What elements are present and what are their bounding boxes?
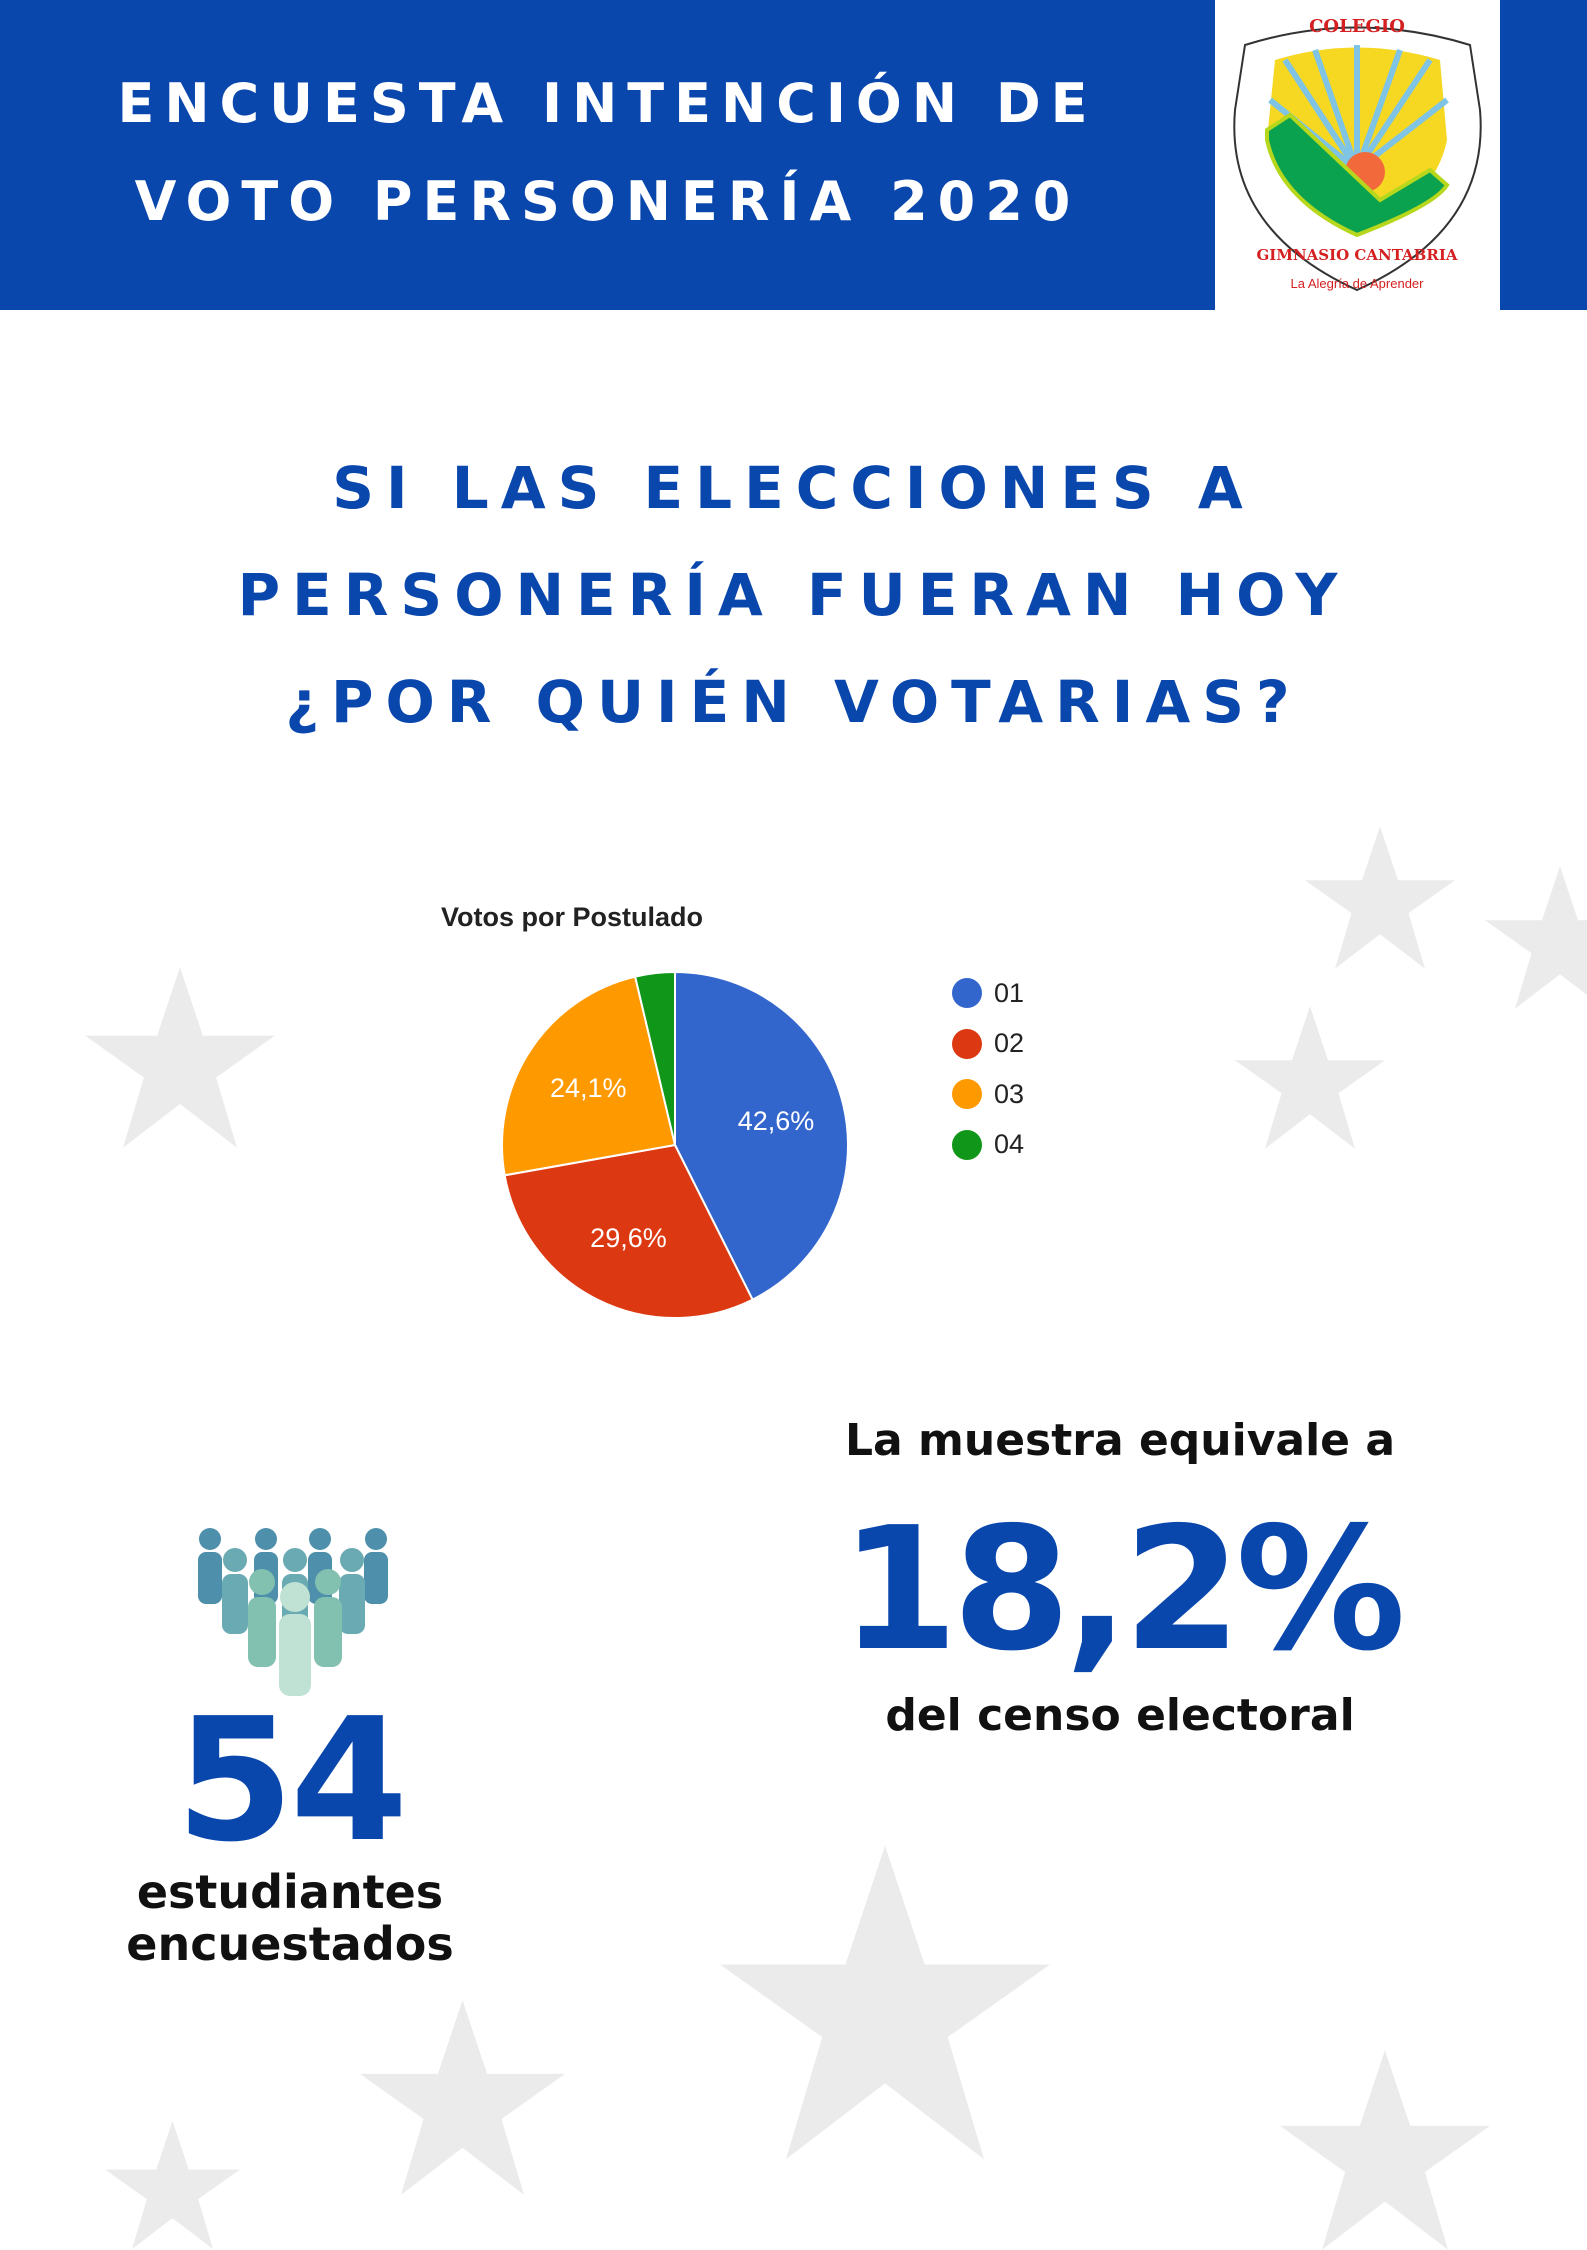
pie-data-label: 42,6% [738, 1106, 815, 1136]
question-line-1: SI LAS ELECCIONES A [332, 454, 1255, 522]
survey-question: SI LAS ELECCIONES A PERSONERÍA FUERAN HO… [0, 435, 1587, 756]
students-label-line-2: encuestados [126, 1917, 454, 1971]
legend-swatch [952, 978, 982, 1009]
legend-swatch [952, 1079, 982, 1110]
star-decoration [720, 1845, 1050, 2160]
legend-swatch [952, 1028, 982, 1059]
question-line-2: PERSONERÍA FUERAN HOY [237, 561, 1350, 629]
sample-outro: del censo electoral [885, 1690, 1355, 1741]
header-banner: ENCUESTA INTENCIÓN DE VOTO PERSONERÍA 20… [0, 0, 1587, 310]
pie-data-label: 29,6% [590, 1223, 667, 1253]
pie-slice-03 [501, 975, 677, 1177]
star-decoration [85, 967, 275, 1148]
pie-slice-04 [633, 970, 676, 1146]
pie-slice-01 [674, 970, 849, 1301]
star-decoration [1305, 826, 1455, 969]
star-decoration [105, 2120, 240, 2250]
legend-label: 01 [994, 977, 1025, 1008]
page-title: ENCUESTA INTENCIÓN DE VOTO PERSONERÍA 20… [0, 55, 1215, 251]
star-decoration [1235, 1006, 1385, 1149]
star-decoration [1280, 2050, 1490, 2250]
school-crest-icon: COLEGIO GIMNASIO CANTABRIA La Alegría de… [1233, 16, 1482, 292]
title-line-1: ENCUESTA INTENCIÓN DE [117, 72, 1098, 135]
chart-legend: 01 02 03 04 [952, 968, 1024, 1170]
students-label: estudiantes encuestados [90, 1866, 490, 1970]
students-label-line-1: estudiantes [136, 1865, 444, 1919]
logo-text-name: GIMNASIO CANTABRIA [1257, 246, 1458, 264]
legend-label: 03 [994, 1078, 1025, 1109]
legend-item-03: 03 [952, 1069, 1024, 1120]
legend-item-02: 02 [952, 1019, 1024, 1070]
logo-text-colegio: COLEGIO [1309, 16, 1405, 37]
legend-item-04: 04 [952, 1120, 1024, 1171]
sample-intro: La muestra equivale a [844, 1415, 1396, 1466]
question-line-3: ¿POR QUIÉN VOTARIAS? [285, 668, 1302, 736]
school-logo: COLEGIO GIMNASIO CANTABRIA La Alegría de… [1215, 0, 1500, 310]
legend-label: 04 [994, 1129, 1025, 1160]
students-count: 54 [175, 1682, 409, 1880]
sample-percent: 18,2% [840, 1491, 1406, 1689]
people-group-icon [198, 1528, 388, 1696]
legend-swatch [952, 1129, 982, 1160]
pie-data-label: 24,1% [550, 1073, 627, 1103]
chart-title: Votos por Postulado [441, 902, 703, 932]
star-decoration [1485, 866, 1587, 1009]
legend-item-01: 01 [952, 968, 1024, 1019]
star-decoration [360, 2000, 565, 2195]
title-line-2: VOTO PERSONERÍA 2020 [134, 170, 1081, 233]
legend-label: 02 [994, 1028, 1025, 1059]
logo-text-motto: La Alegría de Aprender [1291, 276, 1425, 291]
pie-chart: 42,6% 29,6% 24,1% [501, 970, 849, 1319]
pie-slice-02 [503, 1143, 754, 1319]
